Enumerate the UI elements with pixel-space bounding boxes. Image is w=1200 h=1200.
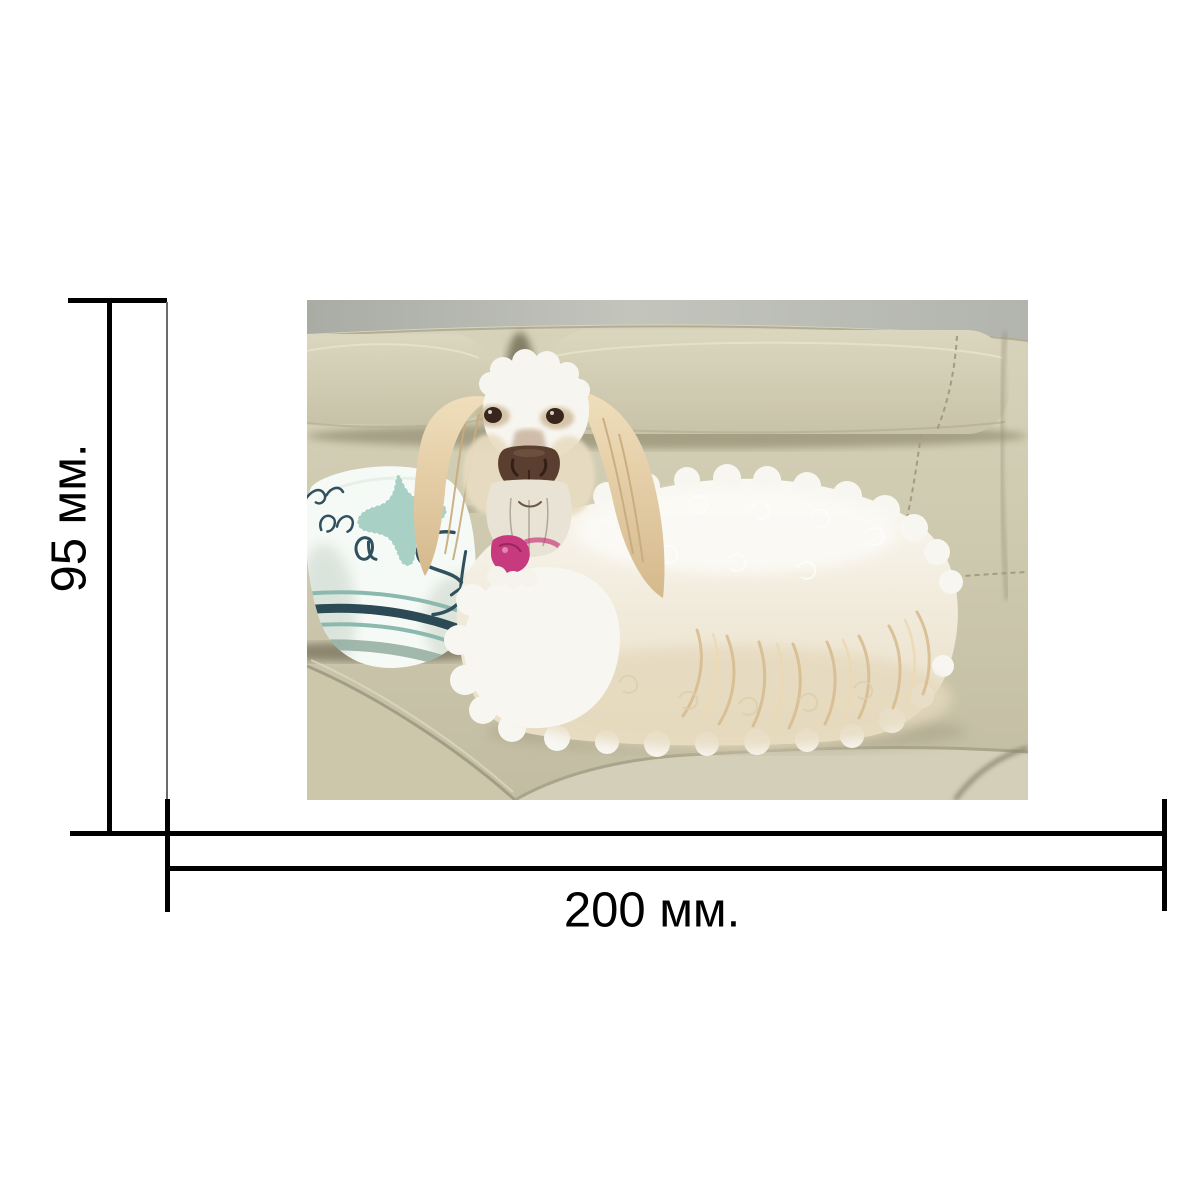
dog xyxy=(413,349,967,757)
dog-nose xyxy=(498,445,560,490)
width-dimension-left-tick xyxy=(165,799,170,912)
topknot-curls xyxy=(479,349,590,401)
tail-fur-light xyxy=(701,618,916,726)
dog-left-ear xyxy=(413,396,495,576)
photo-illustration xyxy=(307,300,1028,800)
height-dimension-top-tick xyxy=(68,298,167,303)
extension-line xyxy=(166,302,168,799)
dog-right-ear xyxy=(575,390,665,598)
armrest-crease xyxy=(999,331,1009,601)
height-dimension-label: 95 мм. xyxy=(42,443,97,593)
headrest-right xyxy=(547,330,1009,434)
dog-chest xyxy=(463,567,620,729)
tail-fur-strands xyxy=(681,610,931,730)
baseline-long-line xyxy=(70,831,1167,836)
collar-tag xyxy=(491,535,561,573)
height-dimension-line xyxy=(107,298,112,836)
ear-strands xyxy=(444,413,644,563)
neck-fluff xyxy=(487,566,538,589)
headrest-left xyxy=(307,334,489,424)
starfish-icon xyxy=(356,473,448,567)
dog-eyes xyxy=(484,407,564,424)
width-dimension-label: 200 мм. xyxy=(563,883,741,938)
width-dimension-right-tick xyxy=(1162,799,1167,911)
width-dimension-line xyxy=(165,866,1167,871)
seat-front-left xyxy=(307,666,515,800)
product-photo xyxy=(307,300,1028,800)
